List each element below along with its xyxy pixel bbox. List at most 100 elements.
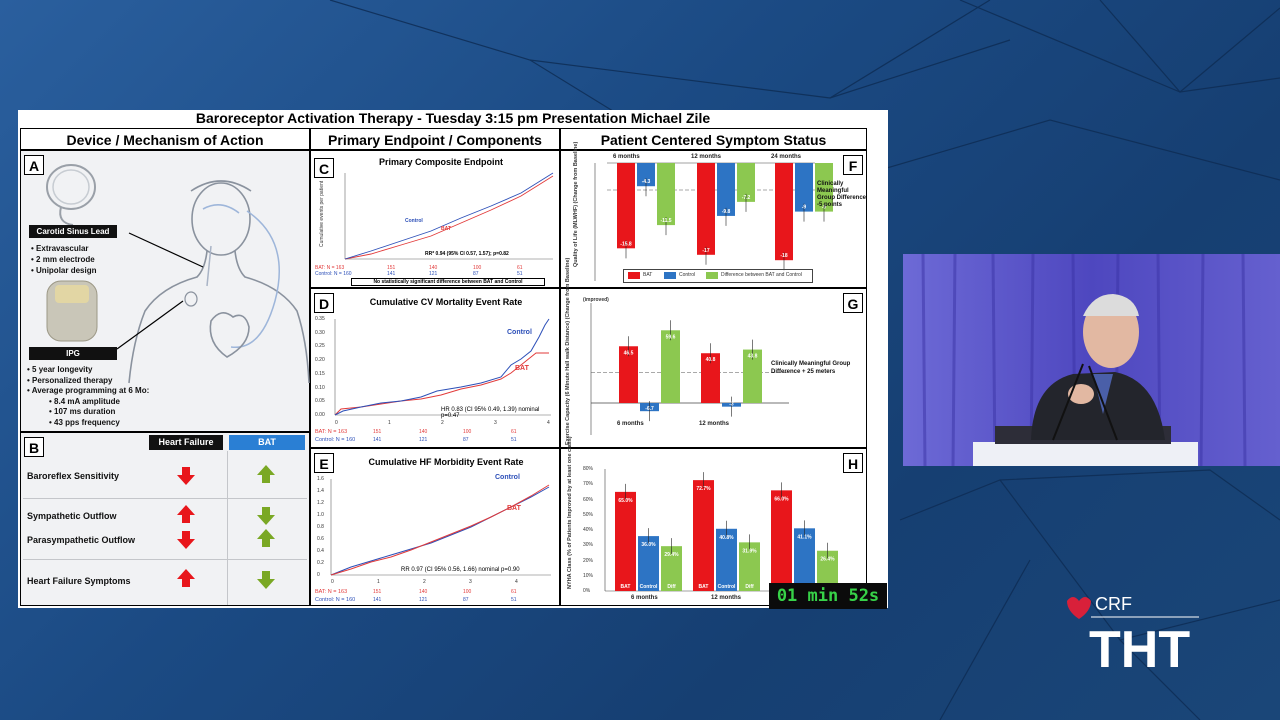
x-tick: 1 (377, 579, 380, 585)
lead-bullet: • Unipolar design (31, 266, 97, 275)
bar-control (716, 528, 737, 591)
risk-row-bat: BAT: N = 163 (315, 265, 345, 271)
ipg-sub-bullet: • 107 ms duration (49, 407, 116, 416)
bar-diff (661, 546, 682, 591)
y-tick: 1.0 (317, 512, 324, 518)
bar-bat (617, 163, 635, 249)
bar-diff (661, 330, 680, 403)
panel-g-label: G (843, 293, 863, 313)
ipg-sub-bullet: • 43 pps frequency (49, 417, 120, 427)
risk-control-1: 141 (373, 437, 382, 443)
bar-diff (815, 163, 833, 212)
legend-swatch-diff (706, 272, 718, 279)
bar-value-label: -17 (702, 248, 709, 254)
bat-label: BAT (507, 505, 521, 512)
panel-e: E Cumulative HF Morbidity Event Rate Con… (310, 448, 560, 606)
anatomy-illustration (46, 164, 310, 384)
carotid-lead-tag: Carotid Sinus Lead (29, 225, 117, 238)
panel-a: A (20, 150, 310, 432)
ipg-bullets: • 5 year longevity • Personalized therap… (27, 365, 149, 428)
x-tick: 4 (547, 420, 550, 426)
bar-diff (739, 542, 760, 591)
bar-value-label: 40.8 (706, 357, 716, 363)
bar-diff (817, 550, 838, 591)
panel-a-label: A (24, 155, 44, 175)
legend-diff: Difference between BAT and Control (721, 272, 802, 278)
control-line (334, 318, 550, 416)
risk-control-1: 141 (373, 597, 382, 603)
row-hf-symptoms: Heart Failure Symptoms (27, 576, 131, 586)
y-tick: 0.15 (315, 370, 325, 377)
x-tick: 2 (423, 579, 426, 585)
panel-c-label: C (314, 158, 334, 178)
y-tick: 0 (317, 572, 320, 578)
bar-bat (701, 353, 720, 403)
panel-d-chart (334, 318, 551, 416)
panel-b: B Heart Failure BAT Baroreflex Sensitivi… (20, 432, 310, 606)
arrow-up-icon (257, 465, 275, 483)
risk-control-3: 87 (463, 437, 469, 443)
legend-bat: BAT (643, 272, 653, 278)
bar-value-label: 72.7% (696, 486, 711, 492)
bar-diff (737, 163, 755, 202)
bar-value-label: -9.8 (722, 209, 731, 215)
risk-control-4: 51 (511, 437, 517, 443)
control-label: Control (495, 474, 520, 481)
panel-h-chart: 65.0% BAT 36.0% Control 29.4% Diff 72.7% BAT 40.… (604, 469, 838, 592)
y-tick: 0.30 (315, 329, 325, 336)
panel-c-note: No statistically significant difference … (351, 278, 545, 286)
logo-crf: CRF (1095, 594, 1132, 614)
panel-d-stat: HR 0.83 (CI 95% 0.49, 1.39) nominal p=0.… (441, 407, 540, 419)
x-tick: 3 (494, 420, 497, 426)
risk-bat-2: 140 (419, 589, 428, 595)
arrow-down-icon (177, 531, 195, 549)
ipg-tag: IPG (29, 347, 117, 360)
y-tick: 1.4 (317, 488, 324, 494)
panel-g-threshold: Clinically Meaningful Group Difference +… (771, 361, 851, 375)
y-tick: 1.2 (317, 500, 324, 506)
bar-value-label: 66.0% (774, 496, 789, 502)
bar-control (637, 163, 655, 187)
risk-bat-2: 140 (429, 265, 438, 271)
panel-h-label: H (843, 453, 863, 473)
bar-value-label: 59.6 (666, 334, 676, 340)
y-tick: 0% (583, 588, 591, 594)
risk-control-4: 51 (517, 271, 523, 277)
bar-value-label: 29.4% (664, 552, 679, 558)
speaker-video (903, 254, 1280, 466)
bar-control (795, 163, 813, 212)
x-tick: 1 (388, 420, 391, 426)
risk-row-control: Control: N = 160 (315, 597, 356, 603)
bar-value-label: 43.8 (748, 354, 758, 360)
group-label: 6 months (617, 421, 644, 427)
bar-bat (619, 346, 638, 403)
risk-control-3: 87 (473, 271, 479, 277)
bat-label: BAT (441, 226, 451, 232)
risk-row-bat: BAT: N = 163 (315, 589, 348, 595)
y-tick: 0.00 (315, 412, 325, 418)
bar-bat (693, 480, 714, 591)
risk-row-control: Control: N = 160 (315, 437, 356, 443)
y-tick: 80% (583, 466, 594, 472)
bar-control (717, 163, 735, 216)
crf-tht-logo: CRF THT (1063, 591, 1203, 679)
risk-control-2: 121 (429, 271, 438, 277)
bar-value-label: 46.5 (624, 350, 634, 356)
bat-line (344, 175, 554, 260)
control-line (330, 486, 550, 576)
panel-d-label: D (314, 293, 334, 313)
bar-bat (775, 163, 793, 261)
y-tick: 40% (583, 527, 594, 533)
panel-f: F Quality of Life (MLWHF) (Change from B… (560, 142, 867, 288)
panel-f-chart: -15.8 -4.3 -11.5 -17 -9.8 -7.2 -18 -9 -9 (594, 162, 833, 281)
group-label: 24 months (771, 154, 802, 160)
y-tick: 1.6 (317, 476, 324, 482)
panel-c: C Primary Composite Endpoint Cumulative … (310, 150, 560, 288)
bar-value-label: 26.4% (820, 557, 835, 563)
speaker-illustration (903, 254, 1280, 466)
panel-f-legend: BAT Control Difference between BAT and C… (623, 269, 813, 283)
risk-bat-2: 140 (419, 429, 428, 435)
panel-g: G (improved) Exercise Capacity (6 Minute… (560, 258, 867, 448)
panel-e-title: Cumulative HF Morbidity Event Rate (368, 457, 524, 467)
